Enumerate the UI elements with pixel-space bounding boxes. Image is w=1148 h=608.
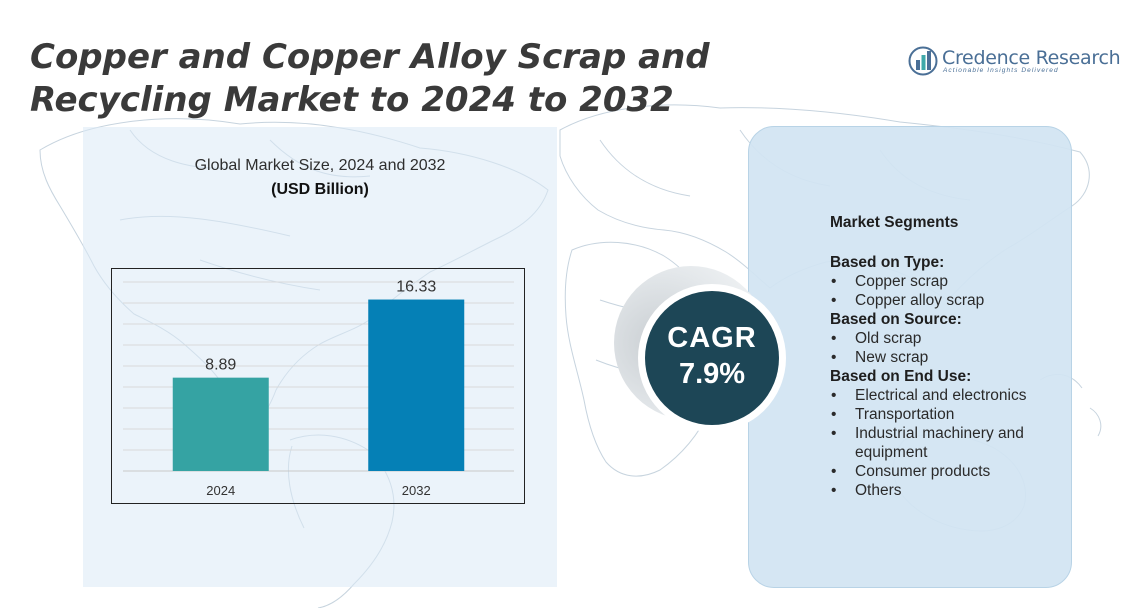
data-label-2032: 16.33 (396, 279, 436, 296)
segment-group: Based on End Use:Electrical and electron… (830, 367, 1070, 500)
bar-2032 (368, 299, 465, 471)
bar-2024 (172, 377, 269, 471)
segment-group: Based on Type:Copper scrapCopper alloy s… (830, 253, 1070, 310)
segment-items: Copper scrapCopper alloy scrap (830, 272, 1070, 310)
x-tick-label-2032: 2032 (402, 483, 431, 498)
logo-name: Credence Research (942, 47, 1121, 69)
chart-panel (83, 127, 557, 587)
segment-group-title: Based on Source: (830, 311, 962, 328)
segment-item: Copper alloy scrap (830, 291, 1070, 310)
segment-items: Old scrapNew scrap (830, 329, 1070, 367)
logo-tagline: Actionable Insights Delivered (943, 67, 1059, 74)
segment-group-title: Based on Type: (830, 254, 945, 271)
chart-title: Global Market Size, 2024 and 2032 (194, 157, 446, 174)
cagr-value: 7.9% (678, 358, 746, 390)
x-tick-label-2024: 2024 (206, 483, 235, 498)
segment-item: New scrap (830, 348, 1070, 367)
segment-group: Based on Source:Old scrapNew scrap (830, 310, 1070, 367)
chart-frame (111, 268, 525, 504)
chart-unit: (USD Billion) (271, 181, 369, 198)
segments-heading: Market Segments (830, 214, 959, 231)
segment-item: Old scrap (830, 329, 1070, 348)
segment-item: Consumer products (830, 462, 1070, 481)
segments-list: Based on Type:Copper scrapCopper alloy s… (830, 253, 1070, 500)
segment-item: Electrical and electronics (830, 386, 1070, 405)
segment-item: Others (830, 481, 1070, 500)
segment-item: Copper scrap (830, 272, 1070, 291)
page-title: Copper and Copper Alloy Scrap and Recycl… (30, 37, 710, 120)
bar-chart: 8.89 2024 16.33 2032 (123, 279, 514, 498)
cagr-label: CAGR (667, 322, 757, 354)
segment-item: Transportation (830, 405, 1070, 424)
data-label-2024: 8.89 (205, 357, 236, 374)
segment-items: Electrical and electronicsTransportation… (830, 386, 1070, 500)
company-logo: Credence Research Actionable Insights De… (908, 44, 1121, 78)
bar-chart-logo-icon (908, 46, 938, 76)
segment-group-title: Based on End Use: (830, 368, 972, 385)
segment-item: Industrial machinery and equipment (830, 424, 1070, 462)
cagr-badge (645, 291, 779, 425)
